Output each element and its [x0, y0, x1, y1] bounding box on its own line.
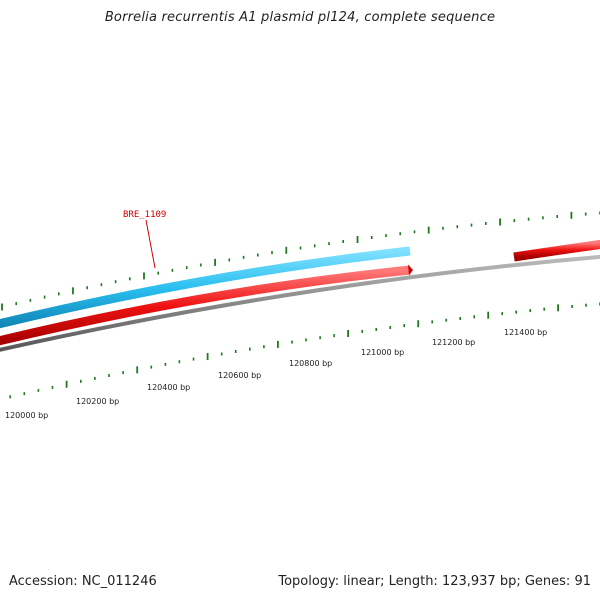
scale-label-121000: 121000 bp [361, 348, 404, 357]
backbone-track [0, 254, 600, 352]
sequence-summary: Topology: linear; Length: 123,937 bp; Ge… [278, 574, 591, 589]
gene-label-leader [145, 219, 156, 269]
scale-label-120200: 120200 bp [76, 397, 119, 406]
scale-label-121200: 121200 bp [432, 338, 475, 347]
scale-label-120800: 120800 bp [289, 359, 332, 368]
scale-label-121400: 121400 bp [504, 328, 547, 337]
cds-bre-1109[interactable] [0, 246, 411, 329]
accession-label: Accession: NC_011246 [9, 574, 157, 589]
gene-reverse-2-track[interactable] [513, 239, 600, 262]
outer-tick-ring [1, 211, 600, 311]
inner-tick-ring [9, 302, 600, 399]
scale-label-120400: 120400 bp [147, 383, 190, 392]
gene-label-bre-1109: BRE_1109 [123, 210, 166, 220]
map-title: Borrelia recurrentis A1 plasmid pl124, c… [104, 10, 496, 25]
scale-label-120000: 120000 bp [5, 411, 48, 420]
scale-label-120600: 120600 bp [218, 371, 261, 380]
gene-reverse-1-track[interactable] [0, 265, 411, 346]
gene-reverse-1-arrowhead [408, 264, 413, 276]
